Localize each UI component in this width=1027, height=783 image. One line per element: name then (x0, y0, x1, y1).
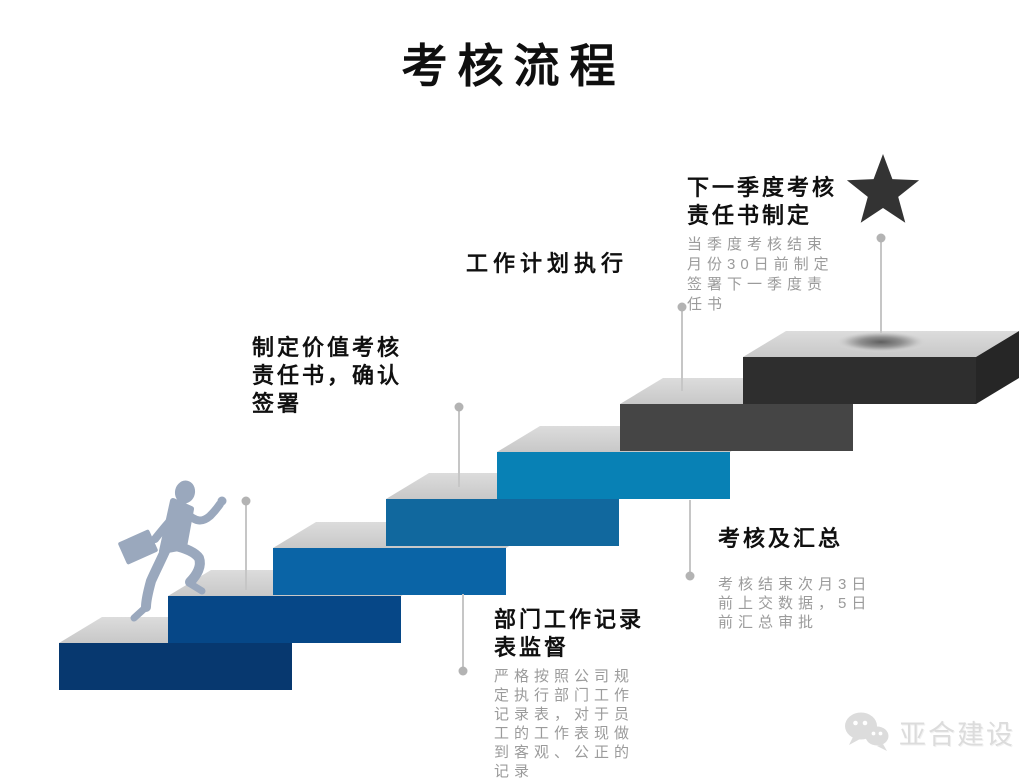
connector-step3 (458, 594, 468, 676)
annotation-step5-desc: 考核结束次月3日 前上交数据，5日 前汇总审批 (718, 576, 872, 631)
step-7-side (976, 331, 1019, 404)
wechat-icon (845, 712, 889, 751)
annotation-step6-desc: 当季度考核结束 月份30日前制定 签署下一季度责 任书 (687, 236, 834, 313)
star-icon (846, 154, 920, 223)
connector-step3-dot (458, 666, 468, 676)
connector-step4 (454, 402, 464, 487)
annotation-step2: 制定价值考核 责任书，确认 签署 (252, 334, 402, 418)
connector-step2 (241, 496, 251, 590)
step-1-front (59, 643, 292, 690)
annotation-step3: 部门工作记录 表监督 严格按照公司规 定执行部门工作 记录表，对于员 工的工作表… (494, 606, 644, 781)
logo: 亚合建设 (843, 710, 1015, 754)
step-2-front (168, 596, 401, 643)
connector-step2-dot (241, 496, 251, 506)
connector-step6 (677, 302, 687, 391)
annotation-step6: 下一季度考核 责任书制定 当季度考核结束 月份30日前制定 签署下一季度责 任书 (687, 174, 837, 315)
annotation-step4-heading: 工作计划执行 (466, 251, 629, 276)
step-4-front (386, 499, 619, 546)
businessman-icon (118, 480, 227, 622)
step-3-front (273, 548, 506, 595)
connector-step6-dot (677, 302, 687, 312)
connector-step5-dot (685, 571, 695, 581)
platform-hole (835, 331, 927, 353)
annotation-step3-heading: 部门工作记录 表监督 (494, 607, 645, 660)
step-7-front (743, 357, 976, 404)
annotation-step2-heading: 制定价值考核 责任书，确认 签署 (252, 335, 403, 416)
step-7 (743, 331, 1019, 404)
page-title: 考核流程 (401, 40, 626, 92)
logo-text: 亚合建设 (899, 719, 1015, 750)
connector-star (876, 233, 886, 333)
annotation-step5-heading: 考核及汇总 (718, 526, 844, 551)
step-5-front (497, 452, 730, 499)
annotation-step3-desc: 严格按照公司规 定执行部门工作 记录表，对于员 工的工作表现做 到客观、公正的 … (494, 668, 635, 780)
annotation-step4: 工作计划执行 (466, 250, 628, 278)
step-6-front (620, 404, 853, 451)
connector-step4-dot (454, 402, 464, 412)
connector-step5 (685, 500, 695, 581)
annotation-step5: 考核及汇总 考核结束次月3日 前上交数据，5日 前汇总审批 (718, 525, 871, 632)
annotation-step6-heading: 下一季度考核 责任书制定 (687, 175, 838, 228)
connector-star-dot (876, 233, 886, 243)
